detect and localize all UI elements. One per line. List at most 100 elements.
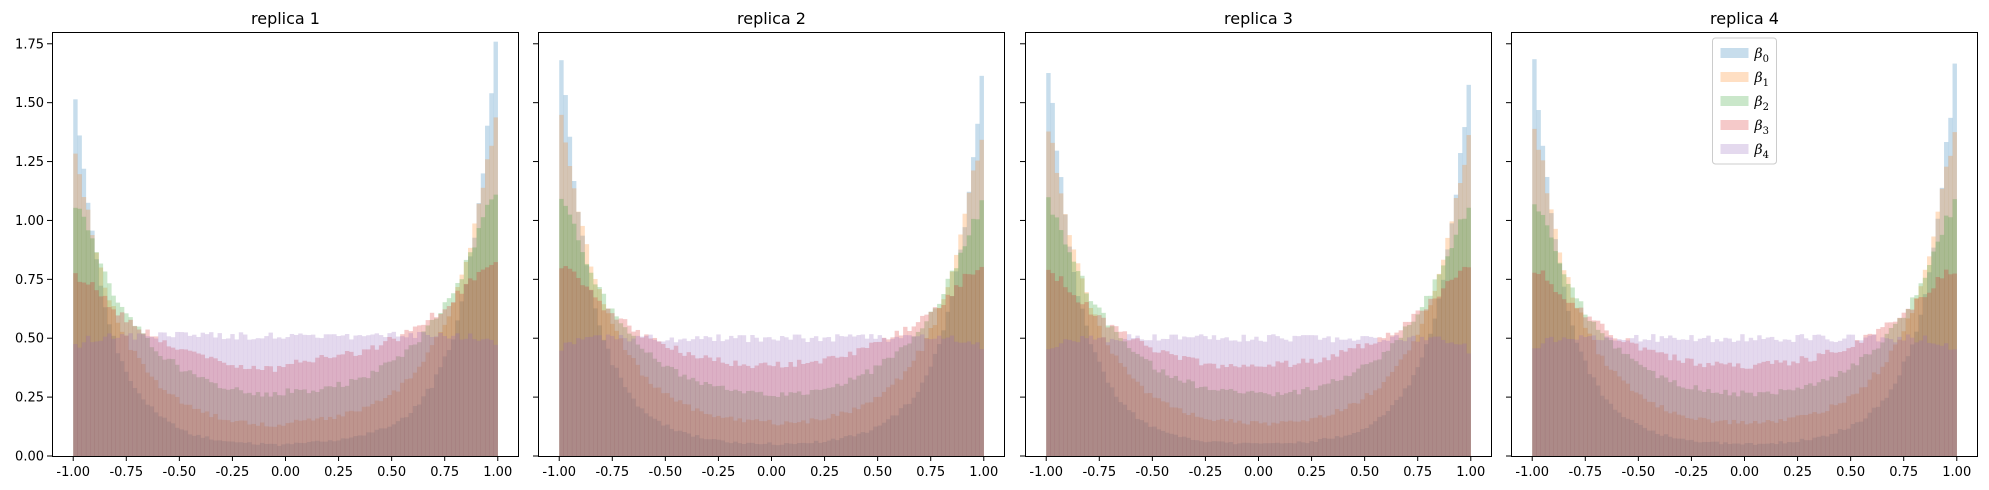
histogram-bar <box>1182 356 1187 456</box>
histogram-bar <box>690 410 696 456</box>
histogram-bar <box>979 200 984 456</box>
histogram-bar <box>1088 301 1094 456</box>
histogram-bar <box>822 442 827 456</box>
histogram-bar <box>327 386 333 456</box>
histogram-bar <box>949 270 955 456</box>
histogram-bar <box>141 333 146 456</box>
histogram-bar <box>158 342 163 456</box>
histogram-bar <box>1731 392 1737 456</box>
histogram-bar <box>1313 363 1319 456</box>
histogram-bar <box>391 360 397 456</box>
histogram-bar <box>661 425 666 456</box>
histogram-bar <box>1216 339 1221 456</box>
x-tick-label: 0.75 <box>1403 465 1432 480</box>
histogram-bar <box>1458 219 1463 456</box>
histogram-bar <box>417 325 422 456</box>
histogram-bar <box>162 390 167 456</box>
histogram-bar <box>183 404 189 456</box>
histogram-bar <box>1574 339 1580 456</box>
histogram-bar <box>260 422 265 456</box>
histogram-bar <box>1377 342 1382 456</box>
x-tick-label: 0.25 <box>810 465 839 480</box>
histogram-bar <box>1676 360 1681 456</box>
histogram-bar <box>298 333 303 456</box>
histogram-bar <box>408 331 414 456</box>
histogram-bar <box>1245 391 1251 456</box>
histogram-bar <box>251 444 256 456</box>
histogram-bar <box>703 355 708 456</box>
histogram-bar <box>639 348 645 456</box>
histogram-bar <box>315 440 320 456</box>
histogram-bar <box>1778 389 1783 456</box>
histogram-bar <box>366 349 371 456</box>
histogram-bar <box>915 322 921 456</box>
histogram-bar <box>209 382 214 456</box>
histogram-bar <box>1114 331 1119 456</box>
x-tick-label: -0.50 <box>1622 465 1656 480</box>
histogram-bar <box>1220 388 1225 456</box>
histogram-bar <box>1651 334 1656 456</box>
histogram-bar <box>1600 323 1605 456</box>
series-β0-bars <box>559 60 984 457</box>
histogram-bar <box>1944 343 1949 456</box>
histogram-bar <box>1642 427 1648 456</box>
histogram-bar <box>1254 443 1259 456</box>
series-β3-bars <box>1532 269 1957 456</box>
histogram-bar <box>1084 338 1089 456</box>
histogram-bar <box>932 307 938 456</box>
histogram-bar <box>614 319 619 456</box>
histogram-bar <box>209 417 214 456</box>
histogram-bar <box>81 197 87 457</box>
histogram-bar <box>898 347 904 456</box>
histogram-bar <box>442 356 447 456</box>
histogram-bar <box>1194 388 1200 456</box>
histogram-bar <box>1063 214 1068 456</box>
histogram-bar <box>77 281 82 456</box>
histogram-bar <box>136 393 142 456</box>
histogram-bar <box>1778 362 1783 456</box>
histogram-bar <box>1254 392 1259 456</box>
histogram-bar <box>1092 304 1098 456</box>
histogram-bar <box>1837 340 1843 456</box>
histogram-bar <box>1897 317 1902 456</box>
histogram-bar <box>771 366 776 456</box>
histogram-bar <box>1233 366 1238 456</box>
histogram-bar <box>1126 410 1132 456</box>
histogram-bar <box>1173 375 1178 456</box>
histogram-bar <box>1411 313 1416 456</box>
histogram-bar <box>1139 385 1145 456</box>
histogram-bar <box>455 333 460 456</box>
histogram-bar <box>1549 209 1554 456</box>
histogram-bar <box>648 338 653 456</box>
histogram-bar <box>1058 230 1064 456</box>
histogram-bar <box>839 385 844 456</box>
histogram-bar <box>898 408 904 456</box>
histogram-bar <box>489 93 494 457</box>
histogram-bar <box>775 396 781 456</box>
histogram-bar <box>1126 334 1132 456</box>
histogram-bar <box>1578 301 1584 456</box>
histogram-bar <box>234 421 239 456</box>
histogram-bar <box>132 325 138 456</box>
histogram-bar <box>493 194 498 456</box>
histogram-bar <box>779 367 785 456</box>
histogram-bar <box>480 339 486 456</box>
histogram-bar <box>1050 348 1055 456</box>
histogram-bar <box>1266 364 1272 456</box>
histogram-bar <box>1939 345 1945 456</box>
histogram-bar <box>1126 340 1132 456</box>
histogram-bar <box>1897 336 1902 456</box>
histogram-bar <box>1300 442 1306 456</box>
histogram-bar <box>1663 377 1669 456</box>
histogram-bar <box>421 361 426 456</box>
histogram-bar <box>1812 360 1817 456</box>
histogram-bar <box>302 420 307 456</box>
legend-box <box>1712 37 1777 165</box>
histogram-bar <box>1867 379 1873 456</box>
histogram-bar <box>1765 360 1771 456</box>
histogram-bar <box>750 442 755 456</box>
histogram-bar <box>1634 334 1639 456</box>
histogram-bar <box>73 344 78 456</box>
histogram-bar <box>115 337 121 456</box>
legend-label: β2 <box>1754 94 1769 113</box>
